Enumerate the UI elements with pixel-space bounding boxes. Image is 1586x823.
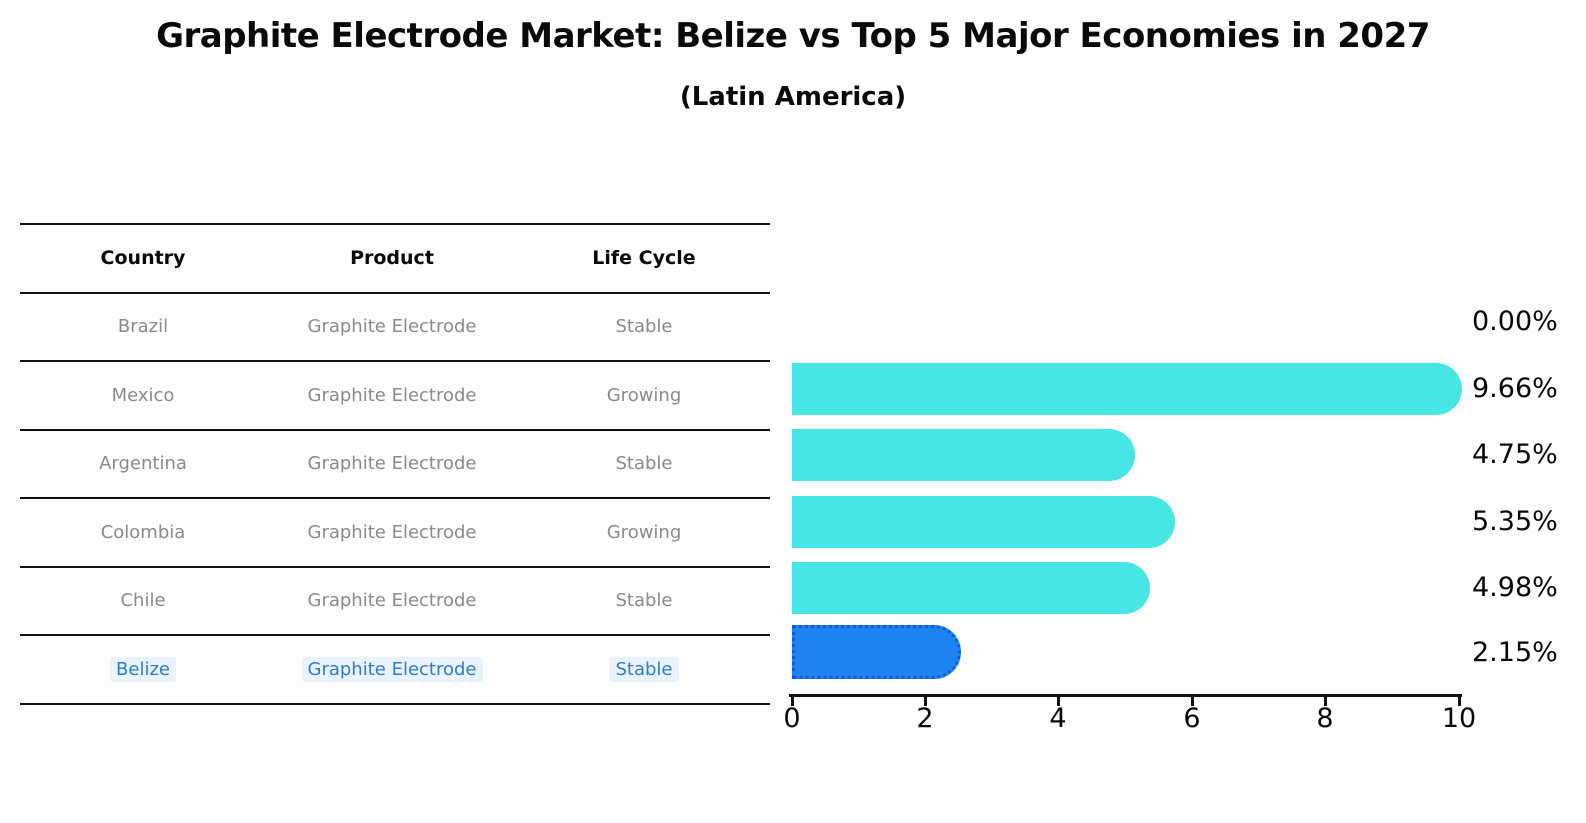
table-row-chile: Chile Graphite Electrode Stable <box>20 565 770 635</box>
cell-product: Graphite Electrode <box>307 453 477 475</box>
value-label-belize: 2.15% <box>1472 637 1558 668</box>
cell-country: Argentina <box>99 453 187 475</box>
x-tick-label-6: 6 <box>1183 703 1201 734</box>
cell-life-cycle: Stable <box>615 590 673 612</box>
header-country: Country <box>100 247 186 270</box>
value-label-colombia: 5.35% <box>1472 506 1558 537</box>
x-axis-tick <box>791 697 794 706</box>
x-tick-label-10: 10 <box>1441 703 1477 734</box>
cell-life-cycle: Stable <box>615 453 673 475</box>
cell-life-cycle: Growing <box>606 384 682 406</box>
bar-argentina <box>792 429 1135 481</box>
cell-country: Mexico <box>111 384 175 406</box>
cell-country: Colombia <box>100 521 186 543</box>
value-label-mexico: 9.66% <box>1472 373 1558 404</box>
cell-product: Graphite Electrode <box>307 316 477 338</box>
table-row-colombia: Colombia Graphite Electrode Growing <box>20 497 770 566</box>
header-life-cycle: Life Cycle <box>592 247 696 270</box>
header-product: Product <box>350 247 434 270</box>
x-tick-label-0: 0 <box>783 703 801 734</box>
cell-country: Belize <box>20 656 266 682</box>
table-row-belize: Belize Graphite Electrode Stable <box>20 634 770 703</box>
chart-subtitle: (Latin America) <box>679 82 907 112</box>
x-axis-tick <box>1324 697 1327 706</box>
country-table: Country Product Life Cycle Brazil Graphi… <box>20 223 770 705</box>
x-axis-tick <box>1057 697 1060 706</box>
bar-chile <box>792 562 1151 614</box>
value-label-argentina: 4.75% <box>1472 439 1558 470</box>
cell-product: Graphite Electrode <box>307 590 477 612</box>
cell-product: Graphite Electrode <box>307 521 477 543</box>
chart-title: Graphite Electrode Market: Belize vs Top… <box>156 16 1430 56</box>
x-axis-line <box>789 694 1462 697</box>
cell-life-cycle: Stable <box>518 656 770 682</box>
table-row-argentina: Argentina Graphite Electrode Stable <box>20 428 770 498</box>
cell-product: Graphite Electrode <box>307 384 477 406</box>
bar-colombia <box>792 496 1175 548</box>
cell-life-cycle: Growing <box>606 521 682 543</box>
cell-life-cycle: Stable <box>615 316 673 338</box>
value-label-chile: 4.98% <box>1472 572 1558 603</box>
table-header-row: Country Product Life Cycle <box>20 223 770 292</box>
table-row-brazil: Brazil Graphite Electrode Stable <box>20 291 770 361</box>
bar-belize-highlighted <box>792 625 962 679</box>
x-axis-tick <box>1191 697 1194 706</box>
bar-mexico <box>792 363 1463 415</box>
x-axis-tick <box>924 697 927 706</box>
x-tick-label-4: 4 <box>1049 703 1067 734</box>
x-axis-tick <box>1458 697 1461 706</box>
cell-country: Chile <box>120 590 166 612</box>
value-label-brazil: 0.00% <box>1472 306 1558 337</box>
x-tick-label-8: 8 <box>1316 703 1334 734</box>
x-tick-label-2: 2 <box>916 703 934 734</box>
cell-country: Brazil <box>117 316 169 338</box>
table-row-mexico: Mexico Graphite Electrode Growing <box>20 360 770 429</box>
cell-product: Graphite Electrode <box>266 656 518 682</box>
